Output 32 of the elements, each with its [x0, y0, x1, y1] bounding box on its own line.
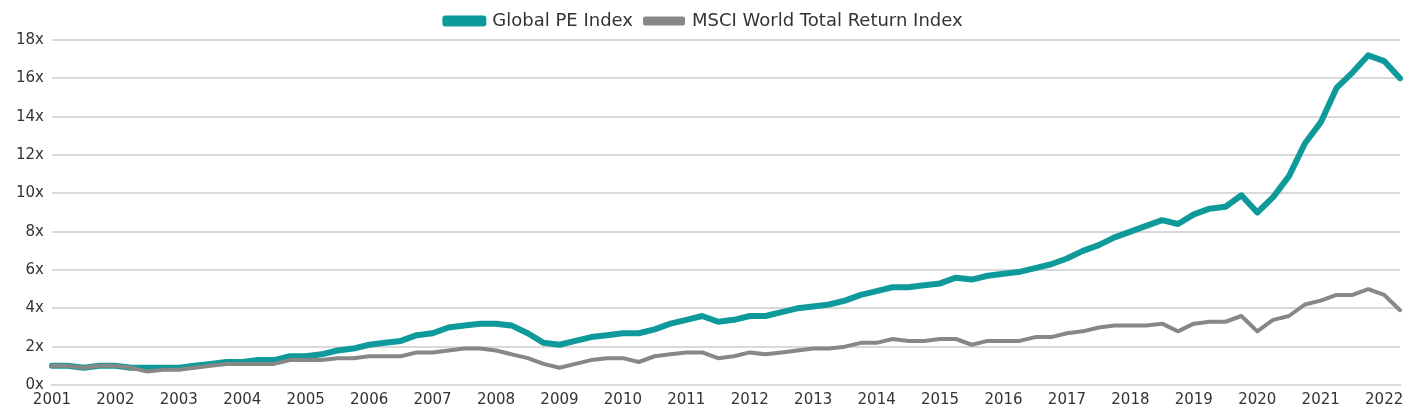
x-tick-label: 2015 [920, 389, 960, 408]
x-tick-label: 2018 [1111, 389, 1150, 408]
x-tick-label: 2021 [1301, 389, 1340, 408]
x-tick-label: 2013 [794, 389, 833, 408]
x-tick-label: 2014 [857, 389, 896, 408]
legend-label: Global PE Index [492, 8, 634, 30]
y-tick-label: 8x [25, 221, 45, 240]
x-tick-label: 2006 [350, 389, 389, 408]
y-tick-label: 12x [16, 144, 45, 163]
y-tick-label: 6x [25, 259, 45, 278]
x-tick-label: 2022 [1365, 389, 1404, 408]
x-tick-label: 2020 [1238, 389, 1277, 408]
x-tick-label: 2008 [476, 389, 516, 408]
x-tick-label: 2004 [223, 389, 262, 408]
y-tick-label: 10x [16, 183, 45, 202]
x-tick-label: 2003 [159, 389, 198, 408]
y-tick-label: 16x [16, 68, 45, 87]
y-tick-label: 14x [16, 106, 45, 125]
y-tick-label: 18x [16, 29, 45, 48]
x-tick-label: 2012 [730, 389, 769, 408]
legend-label: MSCI World Total Return Index [692, 8, 963, 30]
x-tick-label: 2019 [1174, 389, 1213, 408]
x-tick-label: 2010 [603, 389, 642, 408]
x-tick-label: 2016 [984, 389, 1023, 408]
x-tick-label: 2005 [286, 389, 325, 408]
x-tick-label: 2002 [96, 389, 135, 408]
x-tick-label: 2017 [1047, 389, 1087, 408]
y-tick-label: 4x [25, 298, 45, 317]
x-tick-label: 2007 [413, 389, 452, 408]
x-tick-label: 2009 [540, 389, 579, 408]
x-tick-label: 2011 [667, 389, 706, 408]
y-tick-label: 2x [25, 336, 45, 355]
